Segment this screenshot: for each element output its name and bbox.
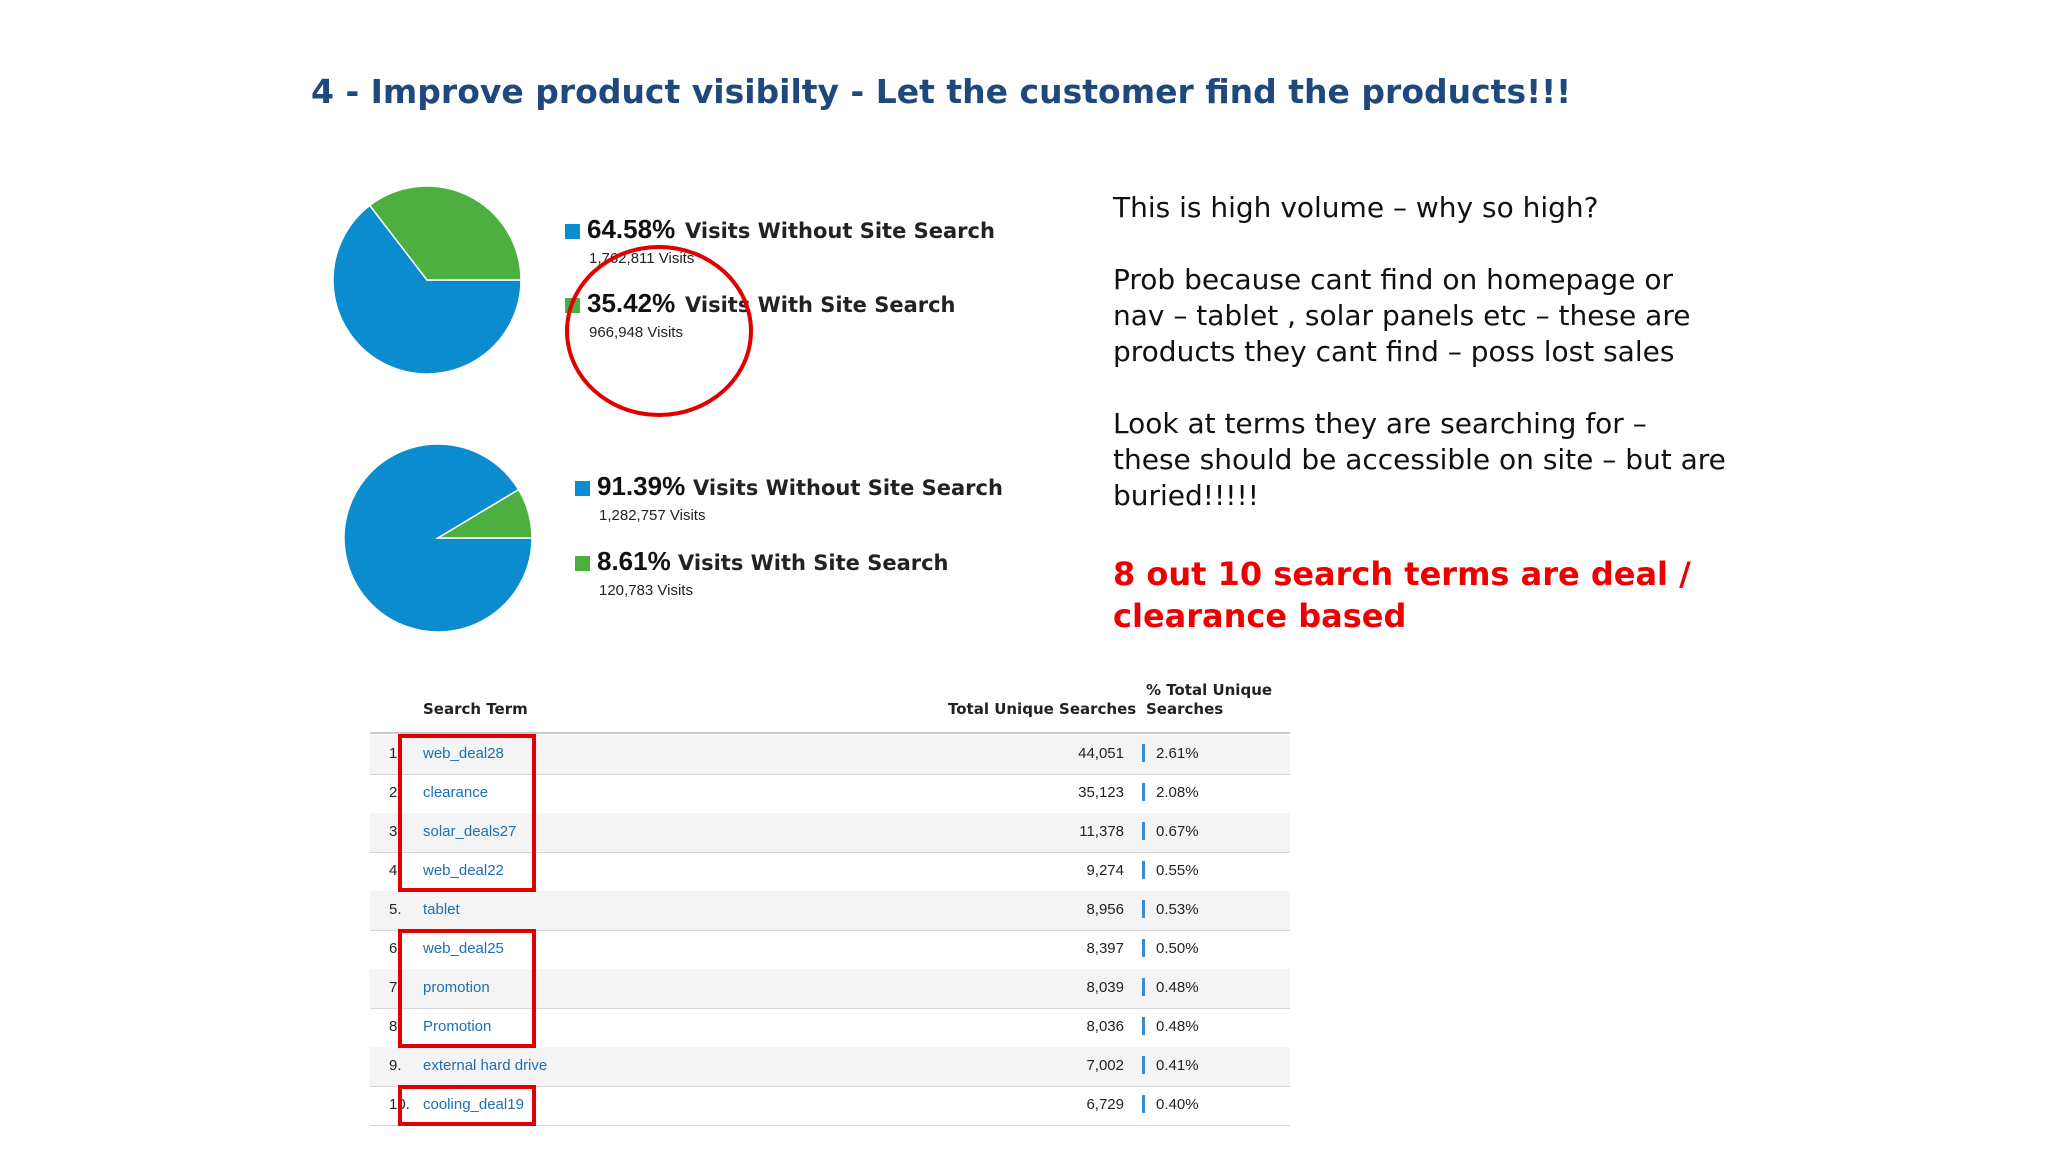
unique-searches-value: 8,036 <box>1086 1018 1124 1035</box>
row-number: 5. <box>389 901 402 918</box>
percent-value: 0.48% <box>1156 979 1199 996</box>
percent-value: 2.61% <box>1156 745 1199 762</box>
percent-bar <box>1142 1095 1145 1113</box>
legend-label: Visits With Site Search <box>678 551 949 575</box>
pie-chart-1 <box>332 185 522 375</box>
search-term-link[interactable]: tablet <box>423 901 460 918</box>
unique-searches-value: 8,397 <box>1086 940 1124 957</box>
search-term-highlight-box <box>398 929 536 1048</box>
table-row: 6. web_deal25 8,397 0.50% <box>370 930 1290 970</box>
legend-swatch-green <box>575 556 590 571</box>
highlight-circle <box>565 245 753 417</box>
table-row: 1. web_deal28 44,051 2.61% <box>370 735 1290 775</box>
legend-swatch-blue <box>565 224 580 239</box>
search-term-link[interactable]: promotion <box>423 979 490 996</box>
table-row: 5. tablet 8,956 0.53% <box>370 891 1290 931</box>
legend-pct: 91.39% <box>597 471 686 501</box>
unique-searches-value: 8,039 <box>1086 979 1124 996</box>
legend-swatch-blue <box>575 481 590 496</box>
pie-slice-with-search <box>368 185 522 281</box>
legend-visits: 1,282,757 Visits <box>599 507 706 524</box>
percent-bar <box>1142 822 1145 840</box>
percent-value: 0.40% <box>1156 1096 1199 1113</box>
percent-value: 0.48% <box>1156 1018 1199 1035</box>
row-number: 9. <box>389 1057 402 1074</box>
table-row: 7. promotion 8,039 0.48% <box>370 969 1290 1009</box>
search-term-highlight-box <box>398 1085 536 1126</box>
percent-value: 0.67% <box>1156 823 1199 840</box>
unique-searches-value: 6,729 <box>1086 1096 1124 1113</box>
percent-bar <box>1142 1056 1145 1074</box>
percent-value: 0.55% <box>1156 862 1199 879</box>
table-row: 10. cooling_deal19 6,729 0.40% <box>370 1086 1290 1126</box>
header-search-term: Search Term <box>423 700 528 718</box>
header-pct-line-1: % Total Unique <box>1146 681 1273 699</box>
pie-chart-2 <box>343 443 533 633</box>
search-term-link[interactable]: web_deal25 <box>423 940 504 957</box>
percent-bar <box>1142 783 1145 801</box>
search-term-link[interactable]: Promotion <box>423 1018 492 1035</box>
unique-searches-value: 11,378 <box>1079 823 1124 840</box>
percent-value: 2.08% <box>1156 784 1199 801</box>
percent-value: 0.53% <box>1156 901 1199 918</box>
header-pct-line-2: Searches <box>1146 700 1224 718</box>
legend-pct: 8.61% <box>597 546 671 576</box>
legend-label: Visits Without Site Search <box>693 476 1003 500</box>
search-term-link[interactable]: web_deal22 <box>423 862 504 879</box>
percent-bar <box>1142 1017 1145 1035</box>
table-row: 3. solar_deals27 11,378 0.67% <box>370 813 1290 853</box>
percent-bar <box>1142 900 1145 918</box>
header-total-unique-searches: Total Unique Searches <box>948 700 1137 718</box>
unique-searches-value: 7,002 <box>1086 1057 1124 1074</box>
note-paragraph-2: Prob because cant find on homepage or na… <box>1113 263 1691 368</box>
search-term-link[interactable]: external hard drive <box>423 1057 548 1074</box>
percent-bar <box>1142 861 1145 879</box>
search-term-link[interactable]: web_deal28 <box>423 745 504 762</box>
table-row: 9. external hard drive 7,002 0.41% <box>370 1047 1290 1087</box>
note-highlight: 8 out 10 search terms are deal / clearan… <box>1113 555 1691 635</box>
unique-searches-value: 35,123 <box>1078 784 1124 801</box>
search-term-link[interactable]: clearance <box>423 784 489 801</box>
note-line-1: This is high volume – why so high? <box>1113 191 1599 224</box>
search-term-highlight-box <box>398 734 536 892</box>
unique-searches-value: 44,051 <box>1078 745 1124 762</box>
percent-value: 0.50% <box>1156 940 1199 957</box>
legend-label: Visits Without Site Search <box>685 219 995 243</box>
legend-pct: 64.58% <box>587 214 676 244</box>
slide-title: 4 - Improve product visibilty - Let the … <box>311 72 1572 111</box>
note-paragraph-3: Look at terms they are searching for – t… <box>1113 407 1726 512</box>
unique-searches-value: 8,956 <box>1086 901 1124 918</box>
header-divider <box>370 732 1290 734</box>
percent-value: 0.41% <box>1156 1057 1199 1074</box>
legend-visits: 120,783 Visits <box>599 582 693 599</box>
percent-bar <box>1142 744 1145 762</box>
pie-slice-with-search <box>435 488 533 539</box>
percent-bar <box>1142 939 1145 957</box>
unique-searches-value: 9,274 <box>1086 862 1124 879</box>
percent-bar <box>1142 978 1145 996</box>
search-term-link[interactable]: cooling_deal19 <box>423 1096 524 1113</box>
pie-slice-without-search <box>332 204 522 375</box>
search-term-link[interactable]: solar_deals27 <box>423 823 517 840</box>
